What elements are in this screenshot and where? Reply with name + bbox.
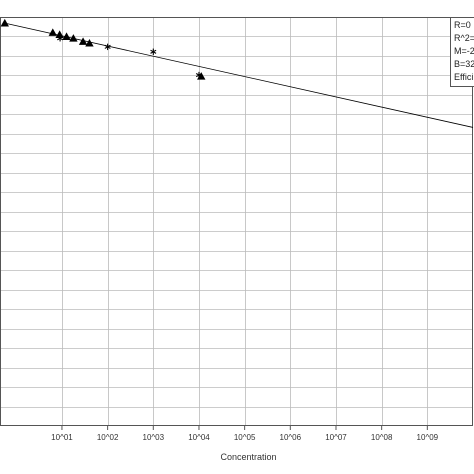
x-tick-label: 10^02 — [97, 433, 119, 442]
legend-line: R^2= — [454, 33, 474, 43]
asterisk-stroke — [150, 49, 157, 54]
triangle-point — [69, 34, 78, 42]
x-tick-label: 10^09 — [417, 433, 439, 442]
data-points — [0, 18, 206, 80]
plot-area-frame — [0, 17, 473, 426]
legend-line: Effici — [454, 72, 473, 82]
asterisk-point — [104, 43, 111, 51]
x-tick-label: 10^05 — [234, 433, 256, 442]
asterisk-point — [57, 35, 64, 42]
x-axis-tick-labels: 10^01 10^02 10^03 10^04 10^05 10^06 10^07 10^08… — [51, 426, 439, 442]
grid-lines — [0, 17, 473, 426]
triangle-point — [85, 38, 94, 47]
x-tick-label: 10^06 — [280, 433, 302, 442]
legend-line: B=32 — [454, 59, 474, 69]
triangle-point — [48, 28, 57, 36]
x-tick-label: 10^01 — [51, 433, 73, 442]
asterisk-stroke — [195, 73, 203, 78]
legend-box: R=0 R^2= M=-2 B=32 Effici — [450, 17, 474, 87]
x-axis-title: Concentration — [220, 452, 276, 462]
triangle-point — [0, 18, 9, 27]
legend-lines: R=0 R^2= M=-2 B=32 Effici — [454, 20, 474, 82]
x-tick-label: 10^08 — [371, 433, 393, 442]
x-tick-label: 10^07 — [325, 433, 347, 442]
triangle-point — [62, 32, 71, 40]
asterisk-point — [150, 48, 157, 55]
legend-line: R=0 — [454, 20, 471, 30]
x-tick-label: 10^04 — [188, 433, 210, 442]
asterisk-stroke — [104, 44, 111, 49]
asterisk-point — [195, 71, 203, 79]
legend-line: M=-2 — [454, 46, 474, 56]
asterisk-stroke — [57, 36, 64, 41]
triangle-point — [55, 30, 64, 38]
triangle-point — [78, 37, 88, 45]
legend-frame — [450, 17, 474, 87]
x-tick-label: 10^03 — [143, 433, 165, 442]
